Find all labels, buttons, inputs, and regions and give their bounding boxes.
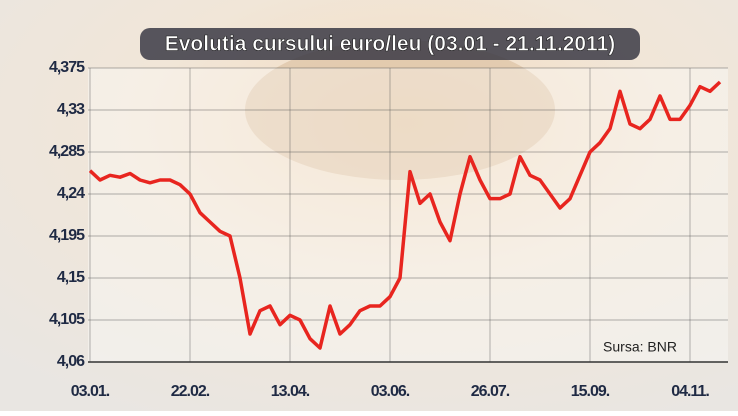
x-tick-label: 22.02. (171, 383, 210, 400)
y-tick-label: 4,285 (49, 143, 85, 160)
x-tick-label: 03.06. (371, 383, 410, 400)
x-tick-label: 13.04. (271, 383, 310, 400)
y-tick-label: 4,15 (57, 269, 85, 286)
x-tick-label: 26.07. (471, 383, 510, 400)
x-tick-label: 15.09. (571, 383, 610, 400)
y-tick-label: 4,24 (57, 185, 85, 202)
chart: Evolutia cursului euro/leu (03.01 - 21.1… (0, 0, 738, 411)
x-tick-label: 04.11. (671, 383, 709, 400)
chart-title: Evolutia cursului euro/leu (03.01 - 21.1… (165, 33, 616, 56)
y-tick-label: 4,375 (49, 59, 85, 76)
y-tick-label: 4,33 (57, 101, 85, 118)
x-tick-label: 03.01. (71, 383, 110, 400)
y-tick-label: 4,195 (49, 227, 85, 244)
y-tick-label: 4,105 (49, 311, 85, 328)
plot-area (88, 68, 728, 362)
y-tick-label: 4,06 (57, 353, 85, 370)
source-note: Sursa: BNR (603, 339, 677, 355)
